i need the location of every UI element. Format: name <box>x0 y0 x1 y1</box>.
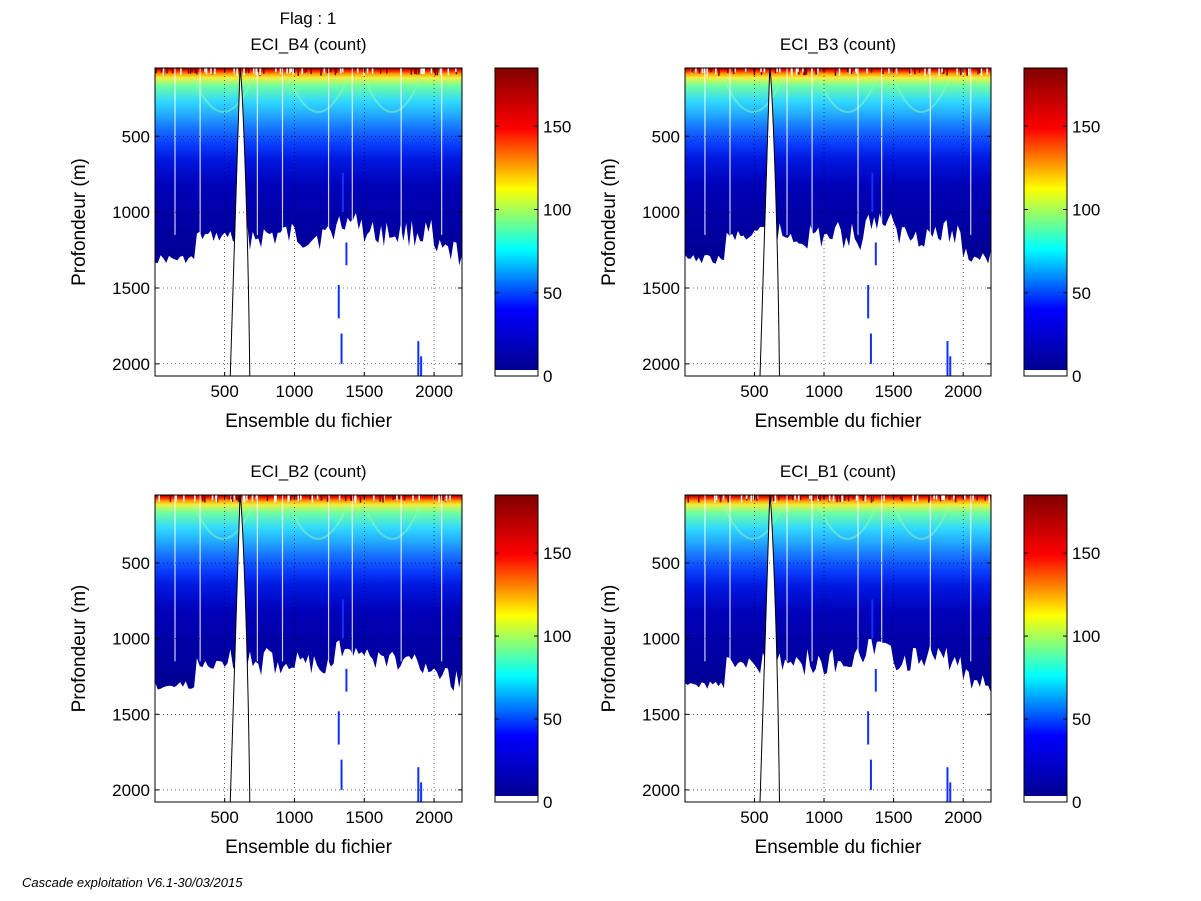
grid-lines <box>685 68 991 376</box>
colorbar-tick-label: 50 <box>1072 284 1091 303</box>
x-axis-label: Ensemble du fichier <box>755 837 923 858</box>
colorbar-tick-label: 150 <box>1072 544 1100 563</box>
x-tick-label: 2000 <box>944 382 982 401</box>
axes-box <box>154 494 463 803</box>
panel-title: ECI_B3 (count) <box>780 35 896 54</box>
x-tick-label: 1500 <box>875 808 913 827</box>
x-tick-label: 500 <box>740 382 768 401</box>
x-tick-label: 1000 <box>276 382 314 401</box>
x-tick-label: 1000 <box>276 808 314 827</box>
y-axis-label: Profondeur (m) <box>69 158 90 286</box>
x-axis-label: Ensemble du fichier <box>225 411 393 432</box>
echo-intensity-field <box>685 68 991 376</box>
colorbar-tick-label: 100 <box>543 201 571 220</box>
figure-suptitle: Flag : 1 <box>280 9 337 28</box>
footer-version: Cascade exploitation V6.1-30/03/2015 <box>22 875 243 890</box>
axes-box <box>684 494 992 803</box>
colorbar-tick-label: 100 <box>1072 201 1100 220</box>
x-tick-label: 500 <box>210 382 238 401</box>
y-tick-label: 1000 <box>112 630 150 649</box>
colorbar-tick-label: 0 <box>1072 793 1081 812</box>
x-tick-label: 1500 <box>345 808 383 827</box>
echo-intensity-field <box>155 68 462 376</box>
x-tick-label: 1500 <box>345 382 383 401</box>
y-tick-label: 1000 <box>642 630 680 649</box>
y-tick-label: 1000 <box>112 203 150 222</box>
colorbar-tick-label: 50 <box>1072 710 1091 729</box>
y-tick-label: 2000 <box>642 781 680 800</box>
panel-title: ECI_B4 (count) <box>250 35 366 54</box>
y-axis-label: Profondeur (m) <box>599 585 620 713</box>
colorbar-tick-label: 100 <box>543 627 571 646</box>
x-axis-label: Ensemble du fichier <box>755 411 923 432</box>
y-tick-label: 1500 <box>642 705 680 724</box>
x-tick-label: 500 <box>210 808 238 827</box>
colorbar-tick-label: 150 <box>543 544 571 563</box>
y-tick-label: 500 <box>122 554 150 573</box>
colorbar-tick-label: 0 <box>543 793 552 812</box>
y-tick-label: 1500 <box>642 279 680 298</box>
panel-title: ECI_B2 (count) <box>250 462 366 481</box>
colorbar-tick-label: 50 <box>543 710 562 729</box>
colorbar: 0 50 100 150 <box>494 494 571 812</box>
grid-lines <box>155 68 462 376</box>
panel-title: ECI_B1 (count) <box>780 462 896 481</box>
colorbar-tick-label: 50 <box>543 284 562 303</box>
y-tick-label: 2000 <box>642 355 680 374</box>
colorbar: 0 50 100 150 <box>1023 67 1100 386</box>
colorbar-tick-label: 100 <box>1072 627 1100 646</box>
colorbar-tick-label: 150 <box>1072 117 1100 136</box>
y-axis-label: Profondeur (m) <box>599 158 620 286</box>
y-tick-label: 1500 <box>112 705 150 724</box>
x-tick-label: 2000 <box>944 808 982 827</box>
axes-box <box>154 67 463 377</box>
y-tick-label: 500 <box>652 127 680 146</box>
y-axis-label: Profondeur (m) <box>69 585 90 713</box>
y-tick-label: 1000 <box>642 203 680 222</box>
x-tick-label: 2000 <box>415 808 453 827</box>
x-tick-label: 2000 <box>415 382 453 401</box>
x-tick-label: 500 <box>740 808 768 827</box>
colorbar-tick-label: 0 <box>543 367 552 386</box>
colorbar: 0 50 100 150 <box>1023 494 1100 812</box>
echo-intensity-field <box>685 495 991 802</box>
y-tick-label: 1500 <box>112 279 150 298</box>
x-tick-label: 1000 <box>805 382 843 401</box>
y-tick-label: 500 <box>652 554 680 573</box>
grid-lines <box>685 495 991 802</box>
y-tick-label: 2000 <box>112 781 150 800</box>
x-tick-label: 1500 <box>875 382 913 401</box>
y-tick-label: 500 <box>122 127 150 146</box>
colorbar-tick-label: 0 <box>1072 367 1081 386</box>
colorbar: 0 50 100 150 <box>494 67 571 386</box>
colorbar-tick-label: 150 <box>543 117 571 136</box>
y-tick-label: 2000 <box>112 355 150 374</box>
axes-box <box>684 67 992 377</box>
echo-intensity-field <box>155 495 462 802</box>
x-axis-label: Ensemble du fichier <box>225 837 393 858</box>
x-tick-label: 1000 <box>805 808 843 827</box>
